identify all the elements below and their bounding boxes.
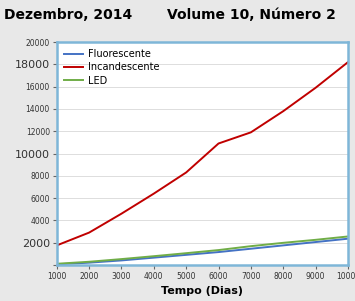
LED	[152, 254, 156, 258]
LED	[249, 244, 253, 248]
Line: Incandescente: Incandescente	[57, 62, 348, 245]
Text: Dezembro, 2014: Dezembro, 2014	[4, 8, 132, 22]
Line: Fluorescente: Fluorescente	[57, 239, 348, 264]
LED	[281, 241, 285, 245]
X-axis label: Tempo (Dias): Tempo (Dias)	[162, 286, 243, 296]
Fluorescente	[346, 237, 350, 240]
Fluorescente	[119, 259, 124, 262]
Incandescente	[184, 171, 188, 174]
Incandescente	[55, 244, 59, 247]
Incandescente	[152, 192, 156, 195]
Text: Volume 10, Número 2: Volume 10, Número 2	[167, 8, 336, 22]
Incandescente	[217, 142, 221, 145]
Incandescente	[346, 61, 350, 64]
Legend: Fluorescente, Incandescente, LED: Fluorescente, Incandescente, LED	[62, 47, 162, 88]
Incandescente	[281, 109, 285, 113]
LED	[217, 248, 221, 252]
LED	[313, 238, 318, 242]
Fluorescente	[313, 240, 318, 244]
LED	[119, 257, 124, 261]
Fluorescente	[217, 250, 221, 254]
Fluorescente	[87, 261, 91, 265]
Fluorescente	[55, 262, 59, 266]
LED	[87, 260, 91, 264]
Fluorescente	[184, 253, 188, 257]
LED	[184, 251, 188, 255]
Incandescente	[249, 131, 253, 134]
LED	[55, 262, 59, 265]
Fluorescente	[281, 244, 285, 247]
Incandescente	[313, 86, 318, 90]
Line: LED: LED	[57, 237, 348, 264]
Fluorescente	[249, 247, 253, 250]
Incandescente	[87, 231, 91, 234]
LED	[346, 235, 350, 238]
Incandescente	[119, 212, 124, 216]
Fluorescente	[152, 256, 156, 259]
